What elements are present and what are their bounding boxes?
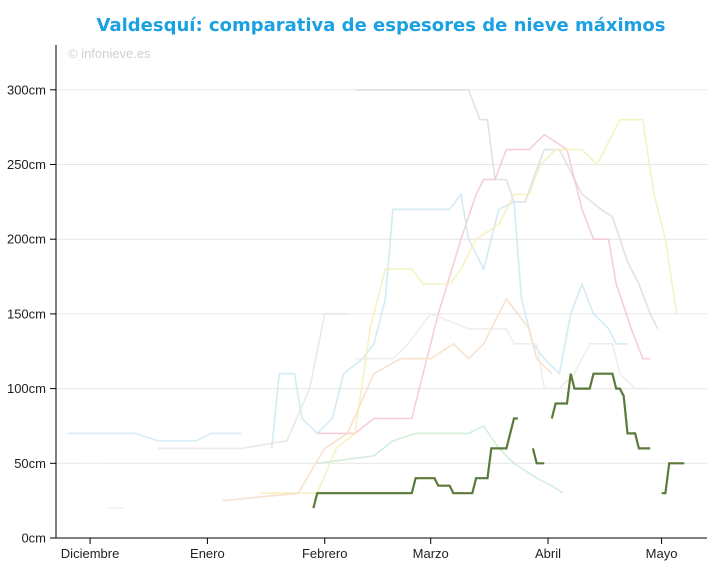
y-tick-label-250: 250cm xyxy=(7,157,46,172)
highlight-series-segment-1 xyxy=(312,417,518,509)
highlight-series-segment-3 xyxy=(550,372,651,450)
background-series-line-3 xyxy=(270,192,628,449)
y-tick-label-50: 50cm xyxy=(14,456,46,471)
axes xyxy=(50,45,707,544)
x-tick-label-mayo: Mayo xyxy=(646,546,678,561)
background-series-line-7 xyxy=(158,313,348,450)
y-tick-label-300: 300cm xyxy=(7,82,46,97)
y-tick-label-100: 100cm xyxy=(7,381,46,396)
background-series-group xyxy=(67,89,678,509)
background-series-line-4 xyxy=(260,118,678,494)
x-tick-label-febrero: Febrero xyxy=(302,546,348,561)
background-series-line-8 xyxy=(67,432,242,442)
chart-title: Valdesquí: comparativa de espesores de n… xyxy=(97,15,666,36)
y-tick-label-0: 0cm xyxy=(21,531,46,546)
background-series-line-9 xyxy=(355,312,651,390)
credit-watermark: © infonieve.es xyxy=(68,46,151,61)
x-tick-label-marzo: Marzo xyxy=(413,546,449,561)
y-tick-label-200: 200cm xyxy=(7,232,46,247)
grid xyxy=(56,89,707,464)
x-tick-label-abril: Abril xyxy=(535,546,561,561)
x-tick-label-enero: Enero xyxy=(190,546,225,561)
tick-labels: 0cm 50cm 100cm 150cm 200cm 250cm 300cm Diciembr… xyxy=(7,82,678,561)
highlight-series-group xyxy=(312,372,685,509)
background-series-line-6 xyxy=(317,424,564,494)
background-series-line-2 xyxy=(317,133,651,435)
background-series-line-5 xyxy=(222,297,553,502)
highlight-series-segment-4 xyxy=(661,462,685,495)
y-tick-label-150: 150cm xyxy=(7,306,46,321)
x-tick-label-diciembre: Diciembre xyxy=(61,546,120,561)
highlight-series-segment-2 xyxy=(531,448,545,465)
background-series-line-1 xyxy=(355,89,659,330)
